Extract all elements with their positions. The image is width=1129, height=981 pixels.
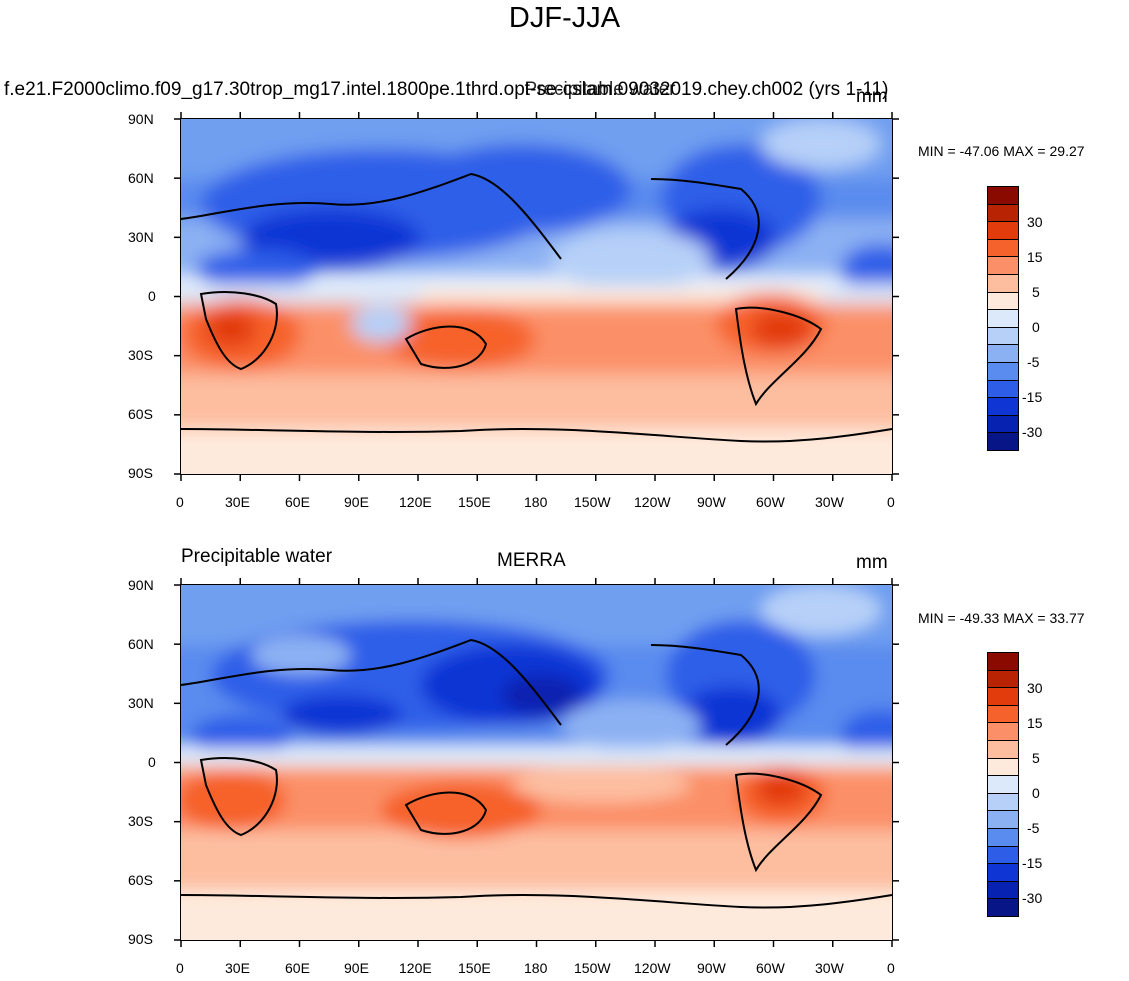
panel2-colorbar-label: 5 xyxy=(1032,750,1040,766)
panel2-lat-label: 30N xyxy=(128,695,154,711)
panel2-lat-label: 60S xyxy=(128,872,153,888)
panel2-lon-label: 60W xyxy=(756,960,785,976)
panel1-lon-label: 0 xyxy=(176,494,184,510)
panel1-lat-label: 60N xyxy=(128,170,154,186)
colorbar-swatch xyxy=(987,775,1019,793)
panel1-lat-label: 90S xyxy=(128,465,153,481)
panel1-lon-label: 150W xyxy=(574,494,611,510)
colorbar-swatch xyxy=(987,414,1019,433)
colorbar-swatch xyxy=(987,326,1019,345)
colorbar-swatch xyxy=(987,898,1019,917)
panel1-lon-label: 90W xyxy=(697,494,726,510)
colorbar-swatch xyxy=(987,238,1019,257)
colorbar-swatch xyxy=(987,186,1019,204)
colorbar-swatch xyxy=(987,291,1019,310)
panel2-lat-label: 90N xyxy=(128,577,154,593)
panel1-lon-label: 90E xyxy=(344,494,369,510)
colorbar-swatch xyxy=(987,379,1019,398)
panel2-lon-label: 120W xyxy=(634,960,671,976)
panel2-lon-label: 150E xyxy=(458,960,491,976)
panel2-lon-label: 150W xyxy=(574,960,611,976)
colorbar-swatch xyxy=(987,687,1019,705)
panel1-lat-label: 0 xyxy=(148,288,156,304)
panel1-lon-label: 120W xyxy=(634,494,671,510)
colorbar-swatch xyxy=(987,863,1019,881)
panel1-case-label: f.e21.F2000climo.f09_g17.30trop_mg17.int… xyxy=(4,79,889,100)
colorbar-swatch xyxy=(987,309,1019,327)
colorbar-swatch xyxy=(987,739,1019,758)
panel1-lon-label: 0 xyxy=(887,494,895,510)
panel2-lon-label: 60E xyxy=(285,960,310,976)
panel2-lon-label: 0 xyxy=(887,960,895,976)
panel2-lat-label: 90S xyxy=(128,931,153,947)
panel2-lon-label: 120E xyxy=(399,960,432,976)
colorbar-swatch xyxy=(987,203,1019,222)
colorbar-swatch xyxy=(987,810,1019,828)
panel1-map xyxy=(181,119,892,474)
panel2-lat-label: 0 xyxy=(148,754,156,770)
colorbar-swatch xyxy=(987,704,1019,723)
panel1-lat-label: 30S xyxy=(128,347,153,363)
colorbar-swatch xyxy=(987,652,1019,670)
panel2-lon-label: 30E xyxy=(225,960,250,976)
panel2-units: mm xyxy=(856,552,888,573)
colorbar-swatch xyxy=(987,221,1019,239)
panel1-lon-label: 180 xyxy=(524,494,548,510)
panel2-colorbar-label: 30 xyxy=(1027,680,1043,696)
panel1-lon-label: 60E xyxy=(285,494,310,510)
panel1-minmax: MIN = -47.06 MAX = 29.27 xyxy=(918,143,1085,159)
colorbar-swatch xyxy=(987,669,1019,688)
colorbar-swatch xyxy=(987,432,1019,451)
panel1-lat-label: 60S xyxy=(128,406,153,422)
panel1-colorbar-label: 30 xyxy=(1027,214,1043,230)
colorbar-swatch xyxy=(987,722,1019,740)
panel1-colorbar-label: -30 xyxy=(1022,424,1043,440)
colorbar-swatch xyxy=(987,792,1019,811)
panel2-lon-label: 180 xyxy=(524,960,548,976)
panel1-units: mm xyxy=(856,86,888,107)
main-title: DJF-JJA xyxy=(508,2,621,34)
panel2-dataset-label: MERRA xyxy=(497,550,566,571)
panel1-colorbar-label: -5 xyxy=(1027,354,1040,370)
panel2-colorbar xyxy=(987,652,1019,917)
panel1-lon-label: 150E xyxy=(458,494,491,510)
panel1-colorbar-label: 0 xyxy=(1032,319,1040,335)
panel2-variable-label: Precipitable water xyxy=(181,546,333,567)
colorbar-swatch xyxy=(987,757,1019,776)
panel1-lon-label: 30W xyxy=(815,494,844,510)
panel1-colorbar-label: 15 xyxy=(1027,249,1043,265)
panel1-lat-label: 30N xyxy=(128,229,154,245)
panel2-colorbar-label: 15 xyxy=(1027,715,1043,731)
colorbar-swatch xyxy=(987,273,1019,292)
panel2-colorbar-label: -15 xyxy=(1022,855,1043,871)
panel2-minmax: MIN = -49.33 MAX = 33.77 xyxy=(918,610,1085,626)
panel2-colorbar-label: 0 xyxy=(1032,785,1040,801)
panel1-lat-label: 90N xyxy=(128,111,154,127)
panel2-lon-label: 0 xyxy=(176,960,184,976)
colorbar-swatch xyxy=(987,256,1019,274)
panel1-lon-label: 120E xyxy=(399,494,432,510)
panel2-lat-label: 30S xyxy=(128,813,153,829)
panel2-map xyxy=(181,585,892,940)
panel1-lon-label: 30E xyxy=(225,494,250,510)
colorbar-swatch xyxy=(987,397,1019,415)
panel2-lon-label: 30W xyxy=(815,960,844,976)
panel1-lon-label: 60W xyxy=(756,494,785,510)
colorbar-swatch xyxy=(987,880,1019,899)
panel2-colorbar-label: -30 xyxy=(1022,890,1043,906)
colorbar-swatch xyxy=(987,361,1019,380)
panel2-lat-label: 60N xyxy=(128,636,154,652)
colorbar-swatch xyxy=(987,827,1019,846)
panel1-colorbar-label: -15 xyxy=(1022,389,1043,405)
panel2-lon-label: 90W xyxy=(697,960,726,976)
panel1-colorbar xyxy=(987,186,1019,451)
panel2-lon-label: 90E xyxy=(344,960,369,976)
panel1-variable-label: Precipitable water xyxy=(524,79,676,100)
colorbar-swatch xyxy=(987,845,1019,864)
panel1-colorbar-label: 5 xyxy=(1032,284,1040,300)
panel2-colorbar-label: -5 xyxy=(1027,820,1040,836)
colorbar-swatch xyxy=(987,344,1019,362)
